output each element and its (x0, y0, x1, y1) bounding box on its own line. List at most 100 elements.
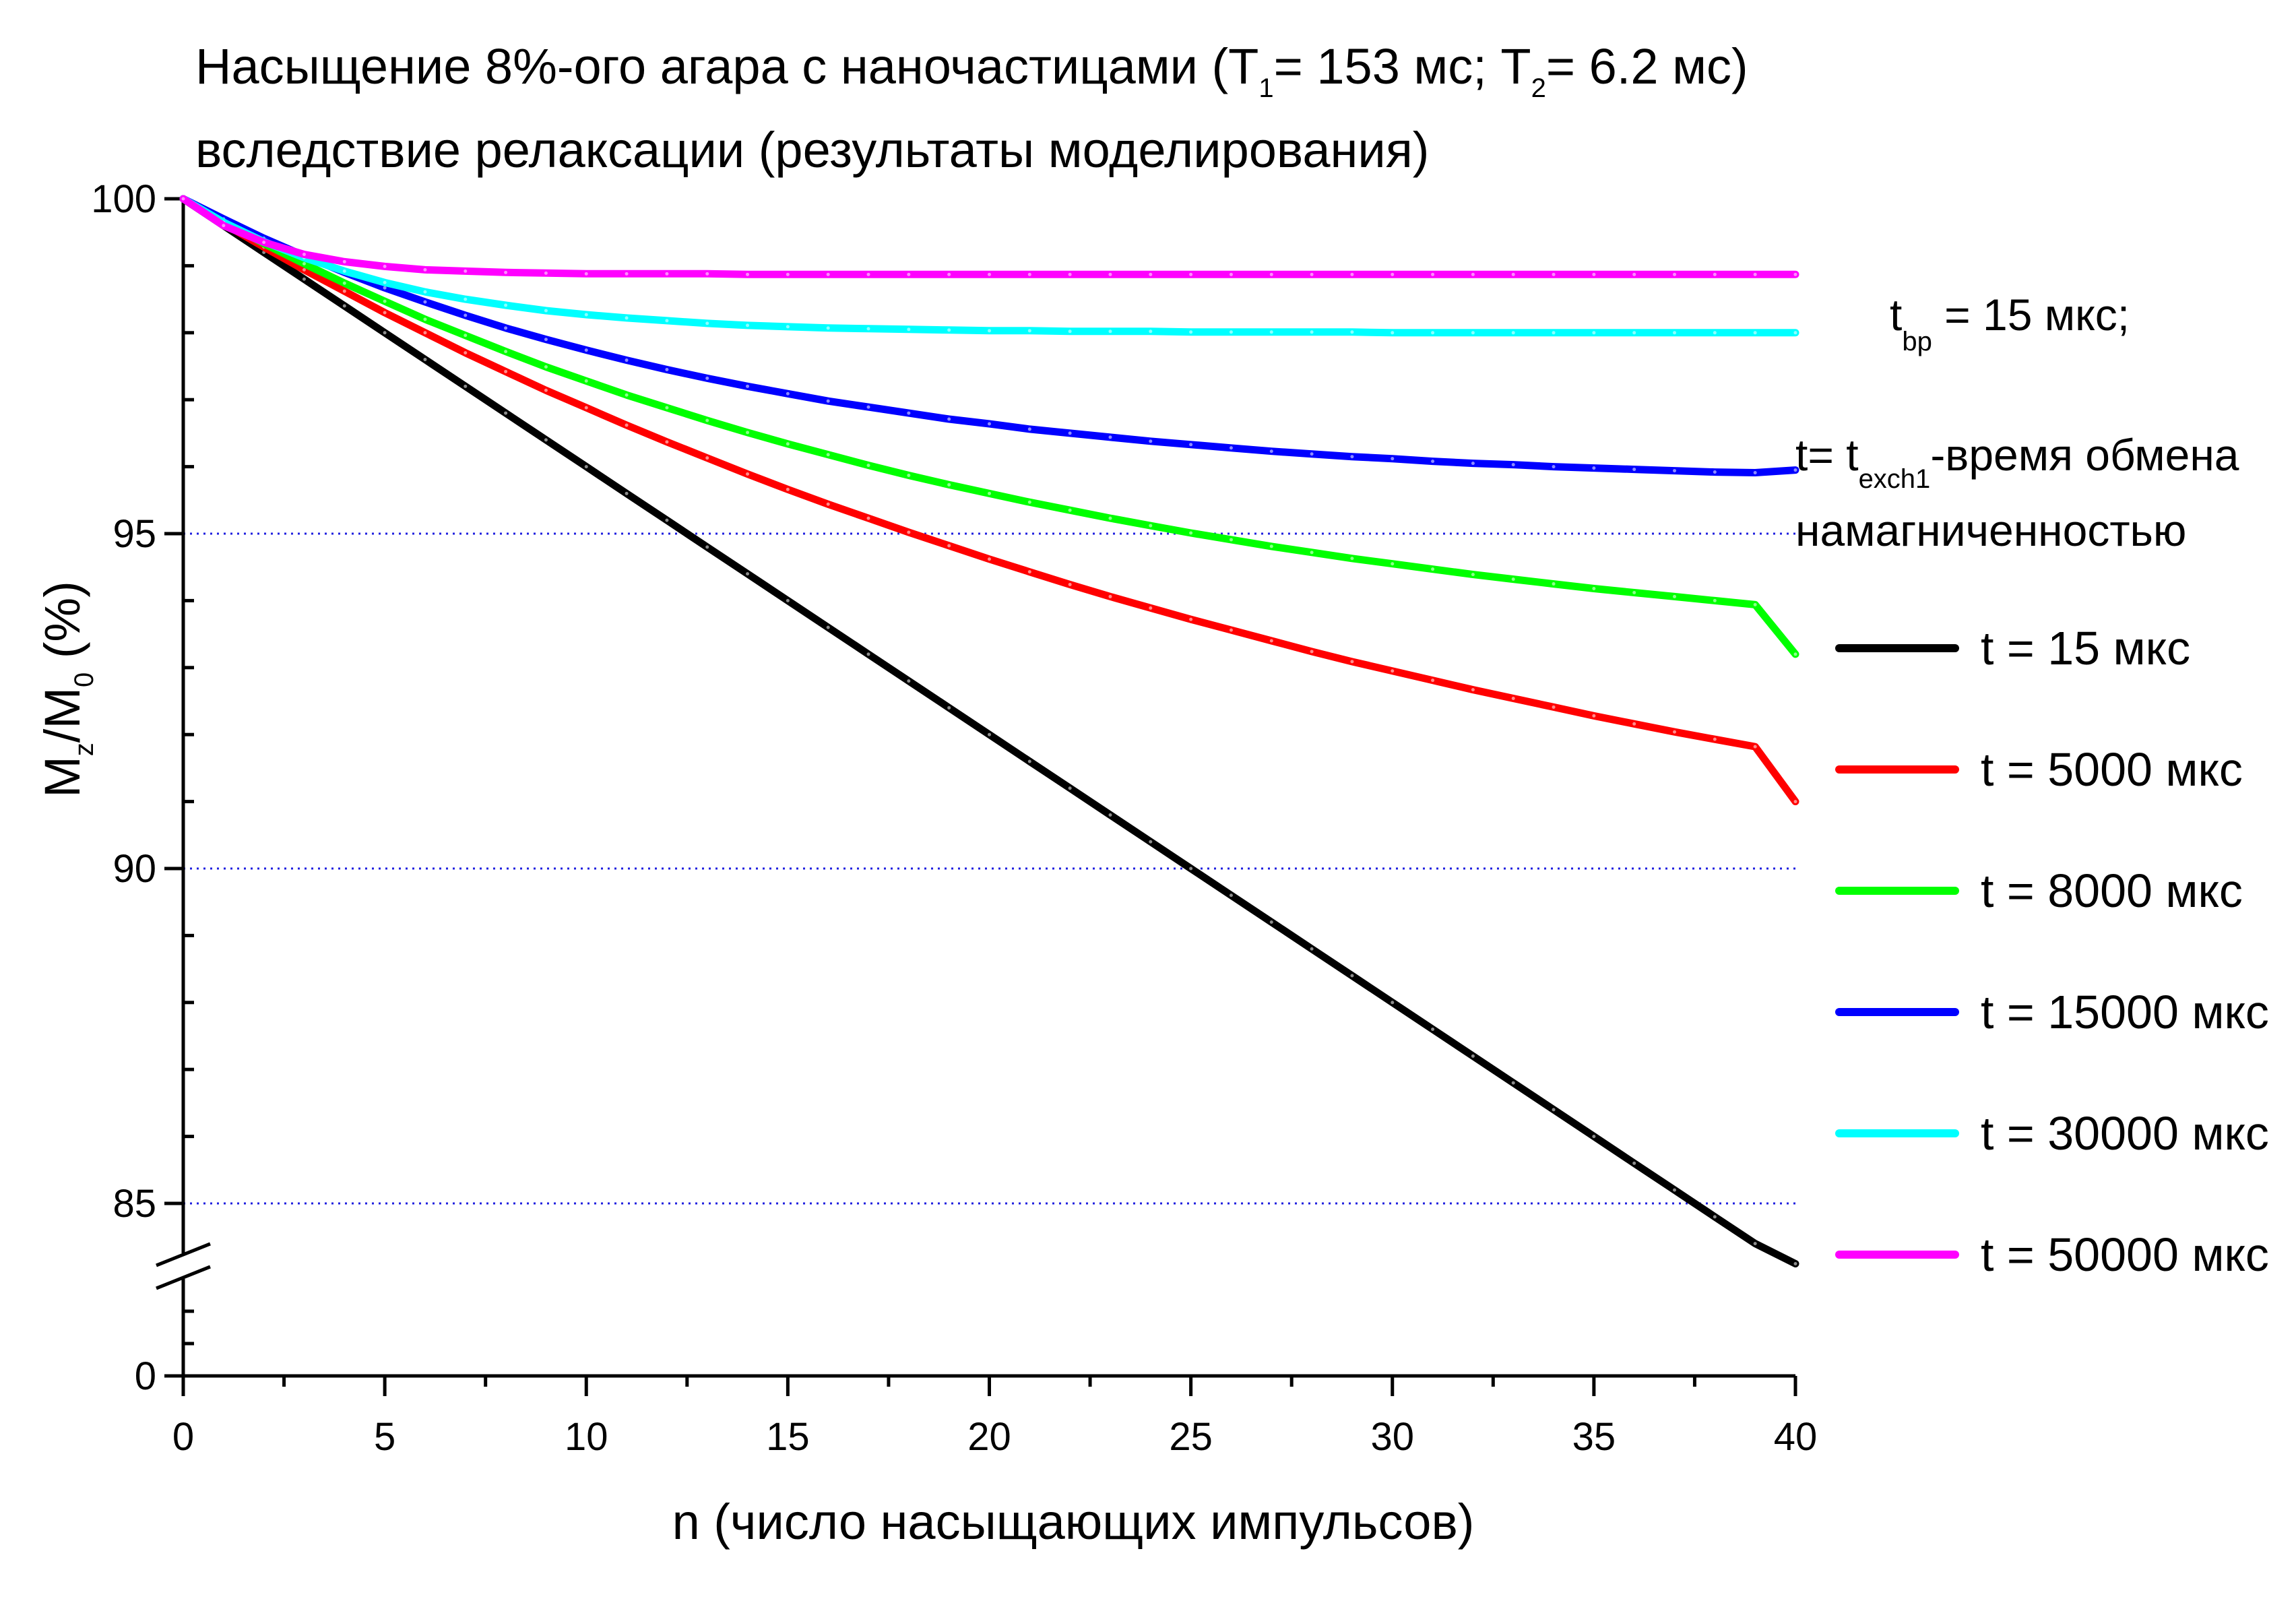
data-point (464, 313, 468, 317)
data-point (625, 316, 629, 320)
data-point (383, 299, 387, 303)
data-point (1592, 331, 1596, 335)
x-axis-title: n (число насыщающих импульсов) (672, 1494, 1475, 1550)
data-point (1310, 650, 1314, 654)
data-point (826, 326, 830, 330)
data-point (1391, 272, 1395, 276)
data-point (786, 487, 790, 491)
data-point (1269, 330, 1273, 334)
data-point (1552, 465, 1556, 469)
data-point (705, 272, 709, 276)
y-title-slash-m: /M (34, 687, 90, 743)
y-title-zero-sub: 0 (69, 672, 99, 687)
legend: t = 15 мкс t = 5000 мкс t = 8000 мкс t = 15… (1835, 622, 2269, 1281)
data-point (584, 348, 588, 352)
data-point (1149, 329, 1153, 334)
data-point (1391, 1001, 1395, 1005)
data-point (1793, 1261, 1797, 1265)
data-point (1310, 947, 1314, 951)
data-point (1350, 557, 1354, 561)
data-point (988, 272, 991, 276)
data-point (1431, 679, 1435, 683)
data-point (705, 376, 709, 380)
data-point (907, 272, 911, 276)
data-point (504, 270, 508, 274)
x-tick-label: 40 (1774, 1415, 1818, 1459)
data-point (544, 365, 548, 369)
data-point (1592, 714, 1596, 718)
data-point (1068, 272, 1072, 276)
x-tick-label: 10 (565, 1415, 608, 1459)
data-point (504, 350, 508, 354)
legend-label: t = 15 мкс (1981, 622, 2190, 674)
data-point (504, 326, 508, 330)
data-point (584, 272, 588, 276)
data-point (1027, 500, 1031, 504)
data-point (1552, 1108, 1556, 1112)
data-point (342, 281, 346, 285)
data-point (1471, 331, 1475, 335)
data-point (1068, 786, 1072, 790)
data-point (1068, 329, 1072, 334)
data-point (342, 289, 346, 293)
data-point (746, 472, 750, 476)
data-point (1108, 272, 1112, 276)
data-point (1269, 920, 1273, 924)
data-point (1269, 639, 1273, 643)
data-point (1552, 272, 1556, 276)
series-line (179, 195, 1799, 337)
x-tick-label: 35 (1572, 1415, 1616, 1459)
data-point (1310, 330, 1314, 334)
data-point (665, 440, 669, 444)
data-point (1108, 435, 1112, 439)
data-point (181, 197, 185, 201)
data-point (544, 438, 548, 442)
data-point (625, 272, 629, 276)
data-point (1189, 443, 1193, 447)
data-point (1431, 460, 1435, 464)
data-point (423, 317, 427, 321)
data-point (1713, 598, 1717, 602)
data-point (1793, 800, 1797, 804)
data-point (907, 679, 911, 683)
data-point (1229, 330, 1233, 334)
series-line (179, 195, 1799, 278)
data-point (544, 338, 548, 342)
chart-title-line1: Насыщение 8%-ого агара с наночастицами (… (195, 38, 1748, 103)
data-point (907, 530, 911, 534)
data-point (625, 393, 629, 397)
data-point (1673, 730, 1677, 734)
data-point (1471, 573, 1475, 577)
data-point (1511, 577, 1515, 581)
data-point (1310, 452, 1314, 456)
data-point (1068, 508, 1072, 512)
data-point (1269, 544, 1273, 548)
data-point (504, 369, 508, 373)
data-point (1027, 759, 1031, 763)
axis-break-mark (156, 1242, 211, 1267)
tbp-rest: = 15 мкс; (1932, 290, 2130, 340)
data-point (1350, 660, 1354, 664)
data-point (1632, 722, 1636, 726)
data-point (625, 423, 629, 427)
data-point (907, 474, 911, 478)
data-point (1350, 455, 1354, 459)
data-point (1592, 272, 1596, 276)
legend-label: t = 8000 мкс (1981, 864, 2243, 917)
data-point (705, 418, 709, 422)
data-point (423, 331, 427, 335)
data-point (907, 411, 911, 415)
data-point (1753, 745, 1757, 749)
data-point (1713, 470, 1717, 474)
x-tick-labels: 0 5 10 15 20 25 30 35 40 (172, 1415, 1817, 1459)
gridlines (183, 532, 1795, 1205)
texch-rest: -время обмена (1930, 430, 2239, 480)
y-title-pct: (%) (34, 581, 90, 672)
data-point (705, 456, 709, 460)
data-point (464, 334, 468, 338)
chart-title-line2: вследствие релаксации (результаты модели… (195, 122, 1429, 178)
texch-main: t= t (1795, 430, 1859, 480)
x-tick-label: 5 (374, 1415, 395, 1459)
data-point (988, 422, 991, 426)
